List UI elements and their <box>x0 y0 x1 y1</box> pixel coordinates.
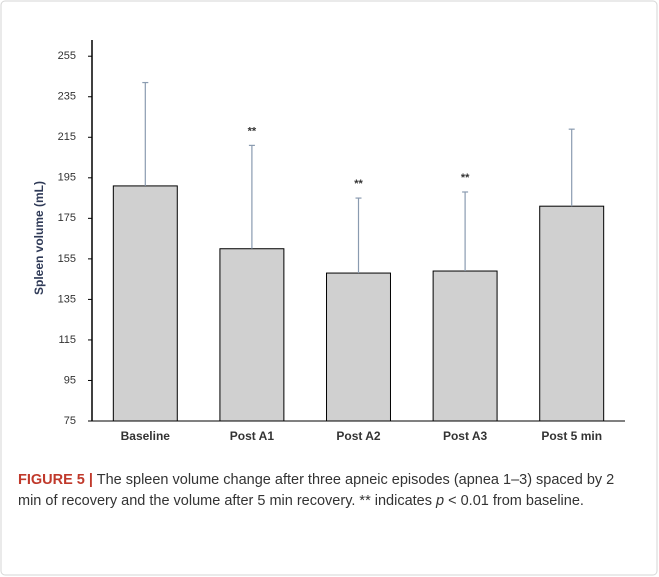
x-tick-label: Post 5 min <box>541 429 602 443</box>
y-tick-label: 235 <box>58 91 76 103</box>
caption: FIGURE 5 | The spleen volume change afte… <box>18 470 638 512</box>
y-tick-label: 155 <box>58 253 76 265</box>
x-tick-label: Post A1 <box>230 429 275 443</box>
y-axis-label: Spleen volume (mL) <box>32 181 46 295</box>
significance-label: ** <box>461 172 470 184</box>
caption-text: < 0.01 from baseline. <box>444 493 584 509</box>
caption-label: FIGURE 5 | <box>18 472 93 488</box>
y-tick-label: 195 <box>58 172 76 184</box>
significance-label: ** <box>354 178 363 190</box>
significance-label: ** <box>248 125 257 137</box>
x-tick-label: Post A3 <box>443 429 488 443</box>
y-tick-label: 115 <box>58 334 76 346</box>
caption-italic: p <box>436 493 445 509</box>
y-tick-label: 175 <box>58 212 76 224</box>
bar <box>432 270 498 422</box>
x-tick-label: Post A2 <box>336 429 381 443</box>
bar <box>326 272 391 422</box>
bar <box>219 248 285 422</box>
y-tick-label: 255 <box>58 50 76 62</box>
caption-text: The spleen volume change after three apn… <box>18 472 615 509</box>
bar <box>539 205 605 422</box>
x-tick-label: Baseline <box>121 429 171 443</box>
bar <box>112 185 178 422</box>
y-tick-label: 215 <box>58 131 76 143</box>
y-tick-label: 75 <box>64 415 76 427</box>
y-tick-label: 135 <box>58 293 76 305</box>
y-tick-label: 95 <box>64 374 76 386</box>
